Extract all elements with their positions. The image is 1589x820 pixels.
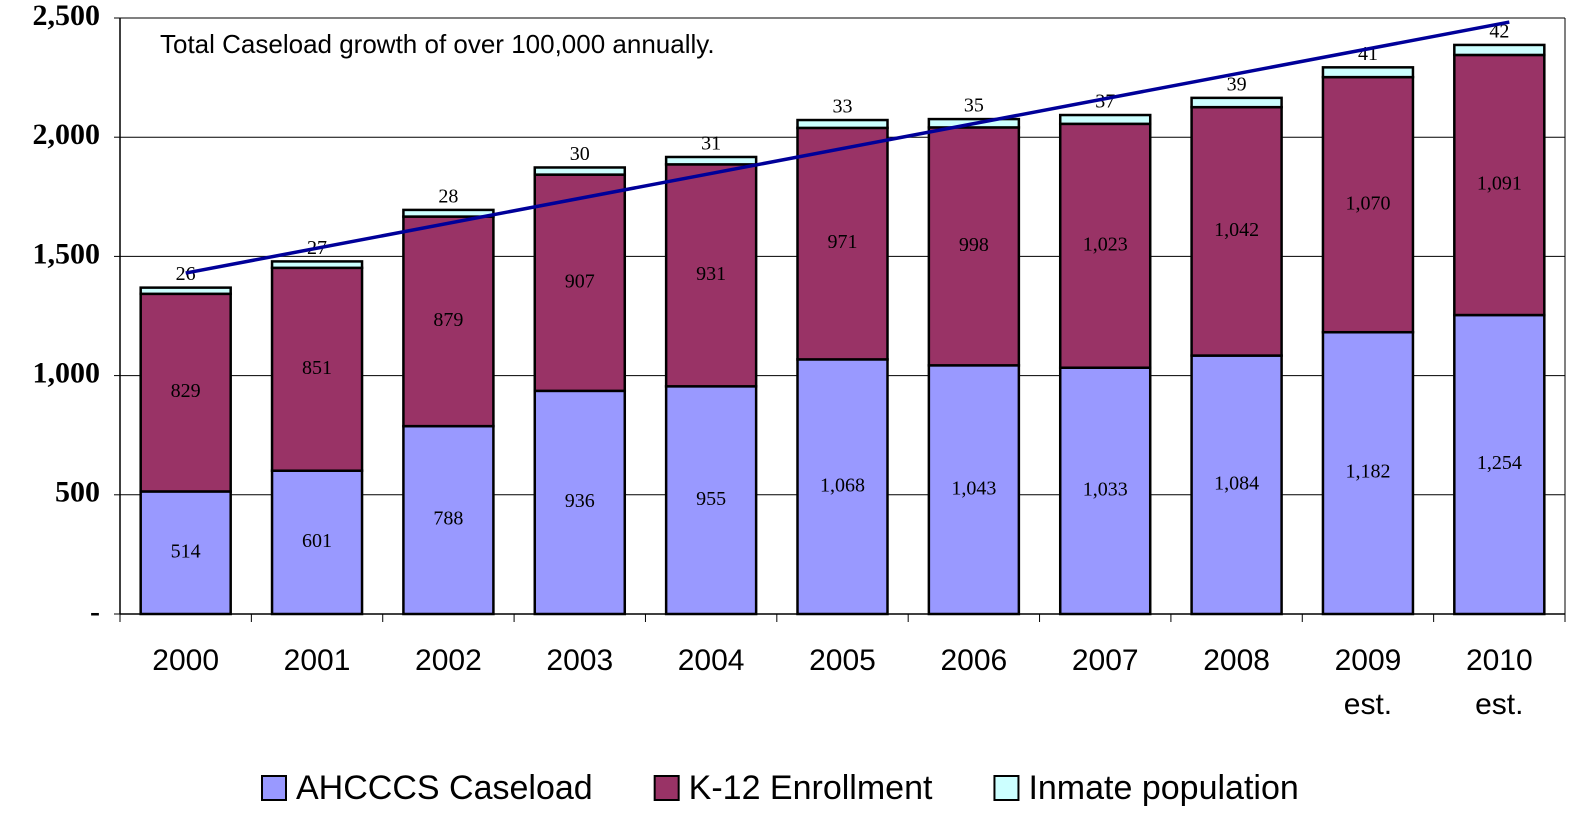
data-label: 879 [433,309,463,331]
data-label: 1,091 [1477,173,1522,195]
bar-segment [1321,66,1415,79]
bar-segment [270,266,364,472]
bar-segment [796,118,889,130]
data-label: 601 [302,530,332,552]
x-tick-label: 2008 [1203,644,1270,677]
data-label: 26 [176,263,196,285]
bar-segment [796,358,889,616]
bar-segment [1453,43,1546,57]
data-label: 28 [438,186,458,208]
bar-segment [139,292,232,493]
bar-segment [533,173,627,393]
y-tick-label: 500 [55,476,100,509]
bar-segment [1321,330,1415,616]
trend-line [185,20,1510,275]
bar-segment [927,364,1021,616]
legend-swatch [993,775,1020,801]
bar-segment [402,424,495,616]
bar-segment [1321,75,1415,334]
data-label: 971 [828,231,858,253]
data-label: 1,023 [1083,233,1128,255]
x-tick-label: 2000 [152,644,219,677]
legend-label: AHCCCS Caseload [296,769,593,807]
bar-segment [1058,366,1152,616]
bar-segment [1453,313,1546,616]
x-tick-label: 2002 [415,644,482,677]
y-tick-label: 1,000 [33,356,101,389]
data-label: 1,043 [951,477,996,499]
x-tick-label: 2007 [1072,644,1139,677]
bar-segment [664,155,758,166]
data-label: 851 [302,357,332,379]
bar-segment [664,163,758,388]
bar-segment [1453,53,1546,317]
data-label: 1,254 [1477,452,1522,474]
legend-label: K-12 Enrollment [689,769,933,807]
legend-label: Inmate population [1028,769,1298,807]
bar-segment [796,126,889,361]
bar-segment [139,490,232,616]
annotation: Total Caseload growth of over 100,000 an… [160,29,715,59]
bar-segment [270,469,364,616]
data-label: 39 [1227,73,1247,95]
data-label: 936 [565,490,595,512]
data-label: 1,042 [1214,219,1259,241]
x-tick-label: 2006 [940,644,1007,677]
y-tick-label: 1,500 [33,237,101,270]
data-label: 1,068 [820,474,865,496]
data-label: 1,084 [1214,472,1259,494]
data-label: 788 [433,508,463,530]
x-tick-label: 2009 est. [1335,644,1402,721]
data-label: 998 [959,234,989,256]
bar-segment [402,215,495,428]
data-label: 35 [964,95,984,117]
data-label: 955 [696,488,726,510]
data-label: 931 [696,263,726,285]
data-label: 30 [570,143,590,165]
x-tick-label: 2004 [678,644,745,677]
bar-segment [533,166,627,176]
bar-segment [1058,113,1152,126]
legend-swatch [653,775,680,801]
data-label: 514 [171,540,201,562]
bar-segment [1190,105,1283,357]
data-label: 907 [565,270,595,292]
y-tick-label: 2,500 [33,0,101,32]
data-label: 1,070 [1345,192,1390,214]
bar-segment [664,385,758,616]
bar-segment [270,260,364,270]
x-tick-label: 2005 [809,644,876,677]
bar-segment [1190,354,1283,616]
bar-segment [1190,96,1283,109]
x-tick-label: 2001 [284,644,351,677]
legend-swatch [261,775,287,801]
y-tick-label: - [90,595,100,628]
data-label: 1,182 [1345,461,1390,483]
data-label: 33 [833,96,853,118]
bar-segment [139,286,232,296]
y-tick-label: 2,000 [33,118,101,151]
x-tick-label: 2010 est. [1466,644,1533,721]
bar-segment [1058,122,1152,369]
data-label: 31 [701,133,721,155]
x-tick-label: 2003 [546,644,613,677]
bar-segment [927,126,1021,367]
data-label: 1,033 [1083,478,1128,500]
data-label: 829 [171,380,201,402]
